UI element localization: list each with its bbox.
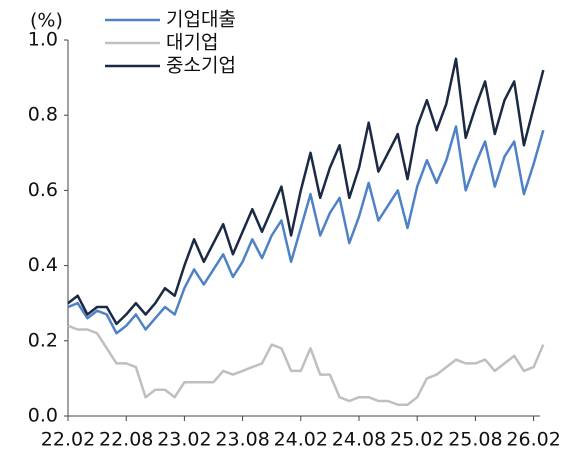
y-tick-label: 0.8	[28, 104, 58, 126]
line-series	[67, 324, 545, 406]
x-tick-label: 26.02	[506, 429, 560, 451]
y-tick-label: 0.0	[28, 405, 58, 427]
x-tick-label: 25.02	[390, 429, 444, 451]
legend-label: 중소기업	[166, 55, 236, 77]
x-tick-label: 24.02	[274, 429, 328, 451]
y-tick-label: 0.2	[28, 329, 58, 351]
x-tick-label: 23.08	[215, 429, 269, 451]
y-axis-label: (%)	[30, 10, 63, 32]
x-tick-label: 23.02	[157, 429, 211, 451]
y-tick-label: 1.0	[28, 29, 58, 51]
line-series	[67, 57, 545, 326]
y-tick-label: 0.4	[28, 254, 58, 276]
legend-label: 기업대출	[166, 9, 236, 31]
x-tick-label: 25.08	[448, 429, 502, 451]
x-tick-label: 22.08	[99, 429, 153, 451]
x-tick-label: 22.02	[41, 429, 95, 451]
line-series	[67, 125, 545, 335]
y-tick-label: 0.6	[28, 179, 58, 201]
x-tick-label: 24.08	[332, 429, 386, 451]
legend-label: 대기업	[166, 32, 218, 54]
